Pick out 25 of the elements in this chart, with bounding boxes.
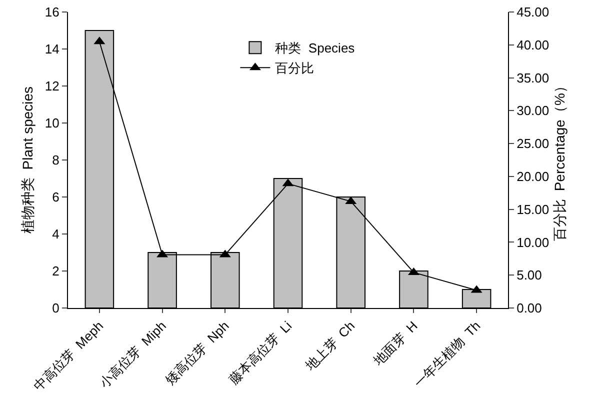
- y2-axis-title: 百分比 Percentage（%）: [551, 79, 568, 241]
- y-tick-label: 2: [52, 264, 60, 279]
- y-tick-label: 14: [44, 42, 60, 57]
- y-tick-label: 16: [44, 4, 60, 20]
- y2-tick-label: 0.00: [516, 300, 542, 316]
- x-tick-label: 地上芽 Ch: [302, 318, 358, 374]
- y2-tick-label: 25.00: [516, 136, 550, 152]
- y-tick-label: 10: [44, 116, 60, 131]
- y2-tick-label: 15.00: [516, 202, 550, 217]
- y-tick-label: 6: [52, 190, 60, 205]
- y-tick-label: 8: [52, 152, 60, 168]
- y-tick-label: 12: [44, 78, 60, 94]
- legend-label: 百分比: [275, 60, 314, 76]
- x-tick-label: 地面芽 H: [370, 318, 420, 369]
- y-tick-label: 0: [52, 300, 60, 316]
- y-tick-label: 4: [52, 226, 60, 242]
- y2-tick-label: 20.00: [516, 168, 550, 184]
- y2-tick-label: 35.00: [516, 70, 550, 86]
- y2-tick-label: 5.00: [516, 268, 542, 283]
- y-axis-title: 植物种类 Plant species: [20, 86, 36, 234]
- y2-tick-label: 10.00: [516, 234, 550, 250]
- legend-label: 种类 Species: [275, 40, 356, 56]
- y2-tick-label: 30.00: [516, 103, 550, 118]
- y2-tick-label: 45.00: [516, 4, 550, 20]
- y2-tick-label: 40.00: [516, 37, 550, 52]
